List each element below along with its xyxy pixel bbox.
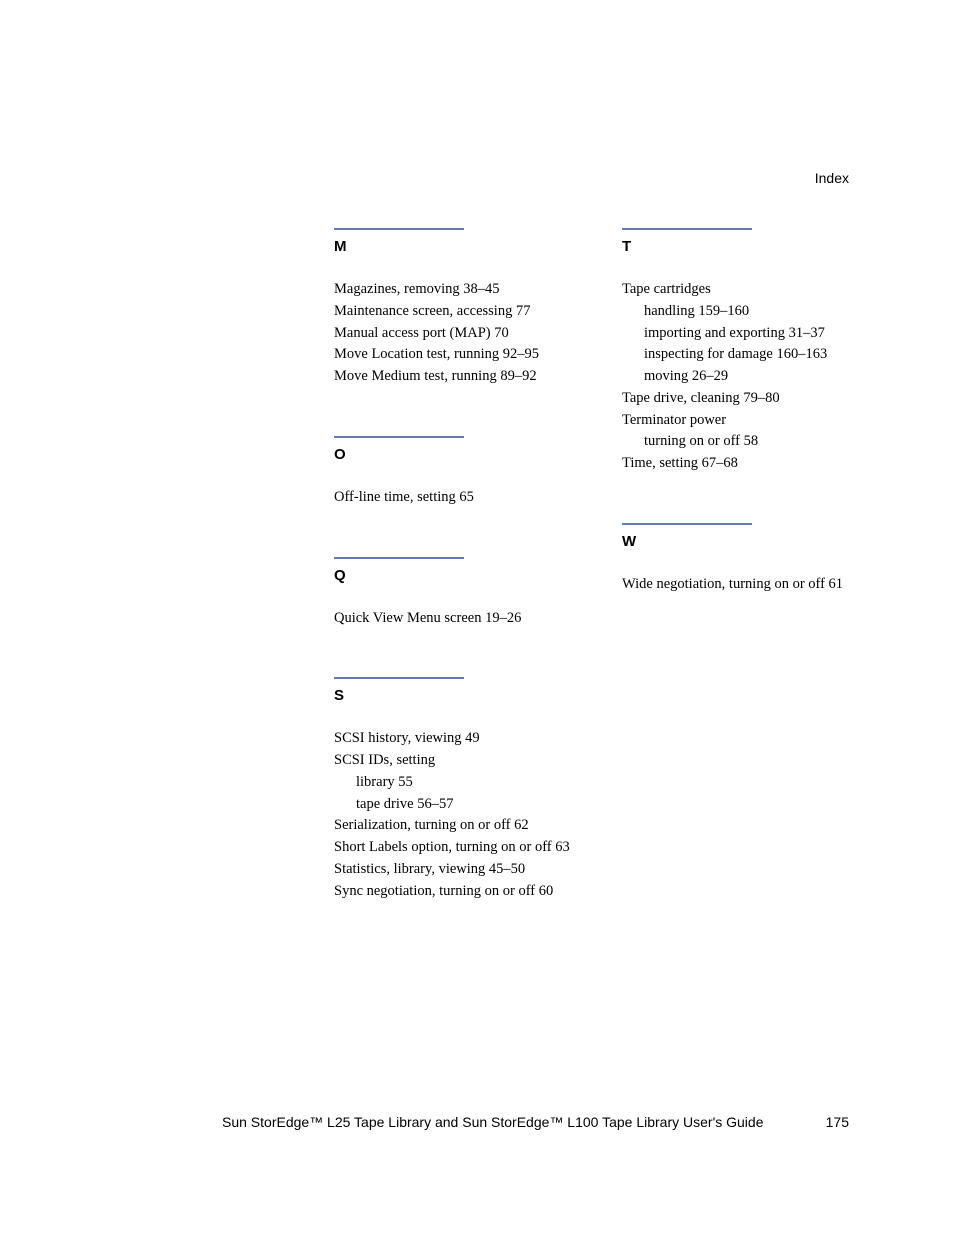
right-column: T Tape cartridges handling 159–160 impor… xyxy=(622,228,874,950)
index-entry: Magazines, removing 38–45 xyxy=(334,279,586,301)
index-entry: Move Location test, running 92–95 xyxy=(334,344,586,366)
page-number: 175 xyxy=(826,1114,849,1130)
index-entry: Short Labels option, turning on or off 6… xyxy=(334,837,586,859)
index-entry: Quick View Menu screen 19–26 xyxy=(334,608,586,630)
section-w: W Wide negotiation, turning on or off 61 xyxy=(622,523,874,596)
section-letter: M xyxy=(334,238,586,255)
index-sub-entry: turning on or off 58 xyxy=(622,431,874,453)
index-entry: Manual access port (MAP) 70 xyxy=(334,323,586,345)
index-entry: Off-line time, setting 65 xyxy=(334,487,586,509)
index-entry: Sync negotiation, turning on or off 60 xyxy=(334,881,586,903)
section-letter: T xyxy=(622,238,874,255)
section-divider xyxy=(334,228,464,230)
footer-title: Sun StorEdge™ L25 Tape Library and Sun S… xyxy=(222,1114,764,1130)
index-sub-entry: importing and exporting 31–37 xyxy=(622,323,874,345)
index-sub-entry: inspecting for damage 160–163 xyxy=(622,344,874,366)
index-sub-entry: library 55 xyxy=(334,772,586,794)
section-divider xyxy=(622,228,752,230)
index-entry: Terminator power xyxy=(622,410,874,432)
index-content: M Magazines, removing 38–45 Maintenance … xyxy=(334,228,874,950)
index-entry: SCSI IDs, setting xyxy=(334,750,586,772)
index-entry: Move Medium test, running 89–92 xyxy=(334,366,586,388)
index-entry: Tape cartridges xyxy=(622,279,874,301)
section-letter: S xyxy=(334,687,586,704)
page-footer: Sun StorEdge™ L25 Tape Library and Sun S… xyxy=(222,1114,849,1130)
index-entry: Time, setting 67–68 xyxy=(622,453,874,475)
section-s: S SCSI history, viewing 49 SCSI IDs, set… xyxy=(334,677,586,902)
index-sub-entry: handling 159–160 xyxy=(622,301,874,323)
index-sub-entry: moving 26–29 xyxy=(622,366,874,388)
section-m: M Magazines, removing 38–45 Maintenance … xyxy=(334,228,586,388)
header-label: Index xyxy=(815,170,849,186)
index-entry: Maintenance screen, accessing 77 xyxy=(334,301,586,323)
section-q: Q Quick View Menu screen 19–26 xyxy=(334,557,586,630)
section-divider xyxy=(622,523,752,525)
index-entry: Wide negotiation, turning on or off 61 xyxy=(622,574,874,596)
section-letter: W xyxy=(622,533,874,550)
section-divider xyxy=(334,557,464,559)
index-entry: Tape drive, cleaning 79–80 xyxy=(622,388,874,410)
section-divider xyxy=(334,677,464,679)
section-letter: O xyxy=(334,446,586,463)
left-column: M Magazines, removing 38–45 Maintenance … xyxy=(334,228,586,950)
section-letter: Q xyxy=(334,567,586,584)
section-divider xyxy=(334,436,464,438)
index-entry: SCSI history, viewing 49 xyxy=(334,728,586,750)
index-entry: Statistics, library, viewing 45–50 xyxy=(334,859,586,881)
index-entry: Serialization, turning on or off 62 xyxy=(334,815,586,837)
section-t: T Tape cartridges handling 159–160 impor… xyxy=(622,228,874,475)
index-sub-entry: tape drive 56–57 xyxy=(334,794,586,816)
section-o: O Off-line time, setting 65 xyxy=(334,436,586,509)
